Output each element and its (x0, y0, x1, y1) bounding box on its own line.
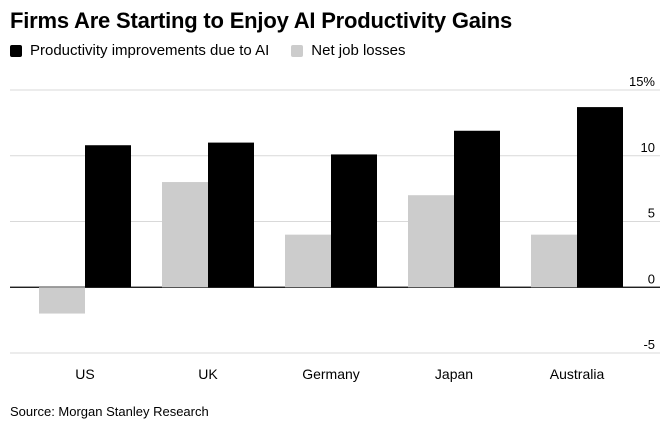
y-tick-label: 0 (648, 271, 655, 286)
legend-swatch-productivity (10, 44, 22, 57)
bar-productivity (331, 154, 377, 288)
bar-productivity (454, 130, 500, 288)
y-tick-label: 5 (648, 206, 655, 221)
legend: Productivity improvements due to AI Net … (10, 42, 428, 59)
legend-item-job-losses: Net job losses (291, 42, 406, 59)
source-note: Source: Morgan Stanley Research (10, 404, 209, 419)
bar-productivity (208, 142, 254, 288)
bar-job-losses (39, 287, 85, 314)
legend-label-productivity: Productivity improvements due to AI (30, 42, 270, 59)
bar-productivity (85, 145, 131, 288)
y-tick-label: 10 (641, 140, 655, 155)
x-tick-label: Japan (435, 366, 473, 382)
x-tick-label: Germany (302, 366, 360, 382)
bar-productivity (577, 107, 623, 288)
x-tick-label: US (75, 366, 94, 382)
x-tick-label: Australia (550, 366, 605, 382)
y-tick-label: 15% (629, 74, 655, 89)
legend-item-productivity: Productivity improvements due to AI (10, 42, 269, 59)
bar-job-losses (285, 234, 331, 288)
legend-swatch-job-losses (291, 44, 304, 57)
x-tick-label: UK (198, 366, 218, 382)
bar-job-losses (408, 195, 454, 288)
chart-title: Firms Are Starting to Enjoy AI Productiv… (10, 8, 512, 33)
bar-job-losses (531, 234, 577, 288)
bar-job-losses (162, 182, 208, 288)
legend-label-job-losses: Net job losses (311, 42, 406, 59)
y-tick-label: -5 (643, 337, 655, 352)
